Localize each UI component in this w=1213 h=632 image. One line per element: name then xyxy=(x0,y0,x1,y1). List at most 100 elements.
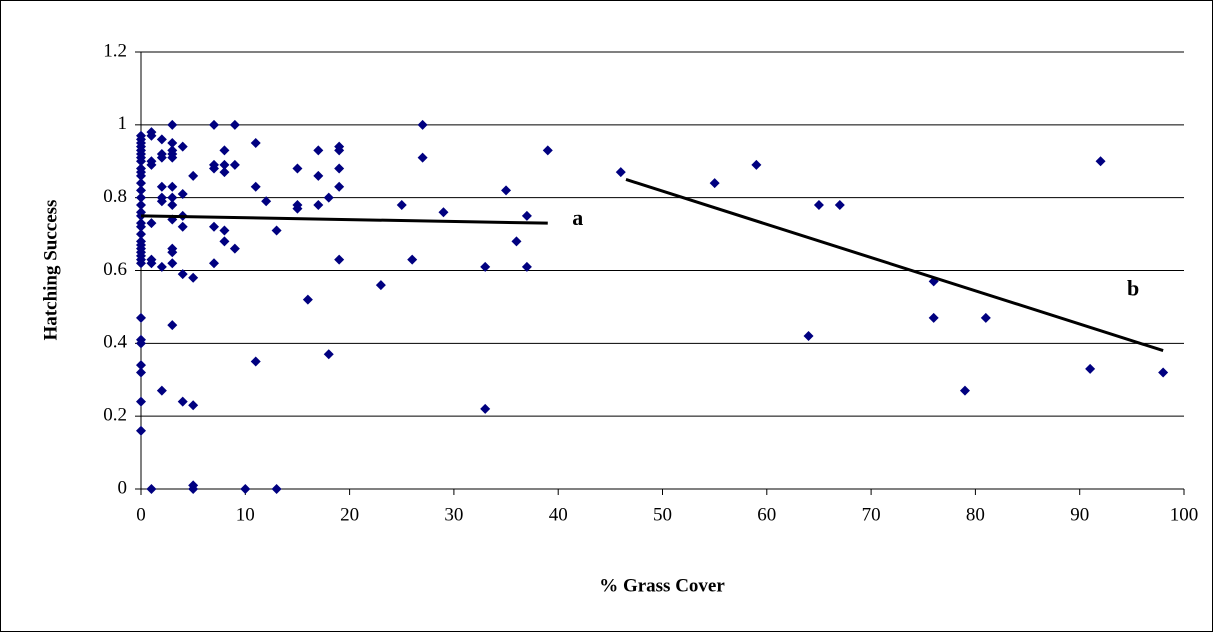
point xyxy=(928,312,939,323)
point xyxy=(177,269,188,280)
point xyxy=(136,338,146,349)
y-tick-label: 1 xyxy=(118,113,128,134)
point xyxy=(146,218,157,229)
x-tick-label: 30 xyxy=(444,504,463,525)
point xyxy=(219,225,230,236)
point xyxy=(229,243,240,254)
point xyxy=(188,400,199,411)
point xyxy=(417,152,428,163)
point xyxy=(156,196,167,207)
trend-label: b xyxy=(1127,276,1139,301)
point xyxy=(480,403,491,414)
point xyxy=(250,181,261,192)
point xyxy=(250,138,261,149)
y-tick-label: 0.2 xyxy=(103,405,127,426)
point xyxy=(167,119,178,130)
point xyxy=(751,159,762,170)
point xyxy=(146,258,157,269)
point xyxy=(188,170,199,181)
point xyxy=(834,199,845,210)
point xyxy=(521,261,532,272)
point xyxy=(250,356,261,367)
point xyxy=(167,152,178,163)
point xyxy=(136,199,146,210)
point xyxy=(334,145,345,156)
point xyxy=(375,280,386,291)
point xyxy=(501,185,512,196)
point xyxy=(156,134,167,145)
y-tick-label: 1.2 xyxy=(103,40,127,61)
point xyxy=(188,484,199,494)
x-tick-label: 90 xyxy=(1070,504,1089,525)
point xyxy=(615,167,626,178)
point xyxy=(229,119,240,130)
point xyxy=(136,221,146,232)
point xyxy=(167,181,178,192)
point xyxy=(167,192,178,203)
point xyxy=(209,258,220,269)
point xyxy=(292,203,303,214)
point xyxy=(167,138,178,149)
point xyxy=(209,119,220,130)
point xyxy=(313,145,324,156)
point xyxy=(167,247,178,258)
point xyxy=(136,425,146,436)
point xyxy=(313,170,324,181)
point xyxy=(980,312,991,323)
point xyxy=(521,210,532,221)
point xyxy=(156,385,167,396)
point xyxy=(156,181,167,192)
point xyxy=(136,192,146,203)
point xyxy=(271,484,282,494)
point xyxy=(271,225,282,236)
point xyxy=(302,294,313,305)
point xyxy=(313,199,324,210)
point xyxy=(167,199,178,210)
point xyxy=(177,141,188,152)
point xyxy=(261,196,272,207)
x-tick-label: 60 xyxy=(757,504,776,525)
point xyxy=(146,159,157,170)
x-tick-label: 0 xyxy=(136,504,146,525)
point xyxy=(177,221,188,232)
point xyxy=(323,192,334,203)
point xyxy=(136,367,146,378)
point xyxy=(167,320,178,331)
point xyxy=(177,189,188,200)
point xyxy=(407,254,418,265)
point xyxy=(136,229,146,240)
y-tick-label: 0.4 xyxy=(103,332,127,353)
point xyxy=(136,156,146,167)
point xyxy=(542,145,553,156)
x-tick-label: 100 xyxy=(1170,504,1199,525)
point xyxy=(1085,363,1096,374)
trend-line xyxy=(625,178,1164,353)
x-tick-label: 50 xyxy=(653,504,672,525)
point xyxy=(438,207,449,218)
point xyxy=(219,167,230,178)
point xyxy=(396,199,407,210)
point xyxy=(136,258,146,269)
point xyxy=(146,484,157,494)
point xyxy=(323,349,334,360)
point xyxy=(292,163,303,174)
point xyxy=(136,360,146,371)
x-axis-title: % Grass Cover xyxy=(599,575,725,596)
point xyxy=(480,261,491,272)
point xyxy=(511,236,522,247)
point xyxy=(136,396,146,407)
y-tick-label: 0.8 xyxy=(103,186,127,207)
point xyxy=(229,159,240,170)
point xyxy=(959,385,970,396)
point xyxy=(209,163,220,174)
point xyxy=(136,178,146,189)
point xyxy=(334,163,345,174)
point xyxy=(156,152,167,163)
x-tick-label: 80 xyxy=(966,504,985,525)
point xyxy=(803,331,814,342)
point xyxy=(136,185,146,196)
point xyxy=(219,159,230,170)
point xyxy=(167,258,178,269)
y-tick-label: 0.6 xyxy=(103,259,127,280)
